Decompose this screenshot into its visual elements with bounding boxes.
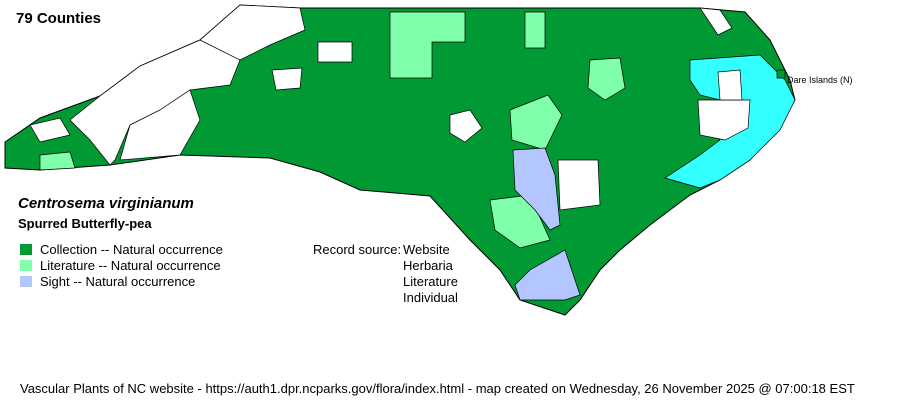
legend-swatch — [20, 244, 32, 255]
record-source-website: Website — [403, 242, 450, 257]
record-source-label: Record source: — [313, 242, 402, 257]
scientific-name: Centrosema virginianum — [18, 195, 194, 212]
legend-label: Collection -- Natural occurrence — [40, 242, 223, 257]
legend-label: Sight -- Natural occurrence — [40, 274, 196, 289]
county-count: 79 Counties — [16, 10, 102, 27]
record-source-herbaria: Herbaria — [403, 258, 453, 273]
dare-islands-label: Dare Islands (N) — [787, 75, 853, 85]
footer-credit: Vascular Plants of NC website - https://… — [20, 381, 855, 396]
record-source-individual: Individual — [403, 290, 458, 305]
common-name: Spurred Butterfly-pea — [18, 216, 152, 231]
dare-islands-marker — [776, 69, 786, 79]
legend-swatch — [20, 260, 32, 271]
legend-item-literature: Literature -- Natural occurrence — [20, 258, 221, 273]
legend-item-collection: Collection -- Natural occurrence — [20, 242, 223, 257]
record-source-literature: Literature — [403, 274, 458, 289]
legend-item-sight: Sight -- Natural occurrence — [20, 274, 195, 289]
counties-literature — [39, 11, 626, 249]
legend-label: Literature -- Natural occurrence — [40, 258, 221, 273]
legend-swatch — [20, 276, 32, 287]
counties-sight — [512, 147, 581, 301]
counties-absent — [29, 4, 751, 211]
